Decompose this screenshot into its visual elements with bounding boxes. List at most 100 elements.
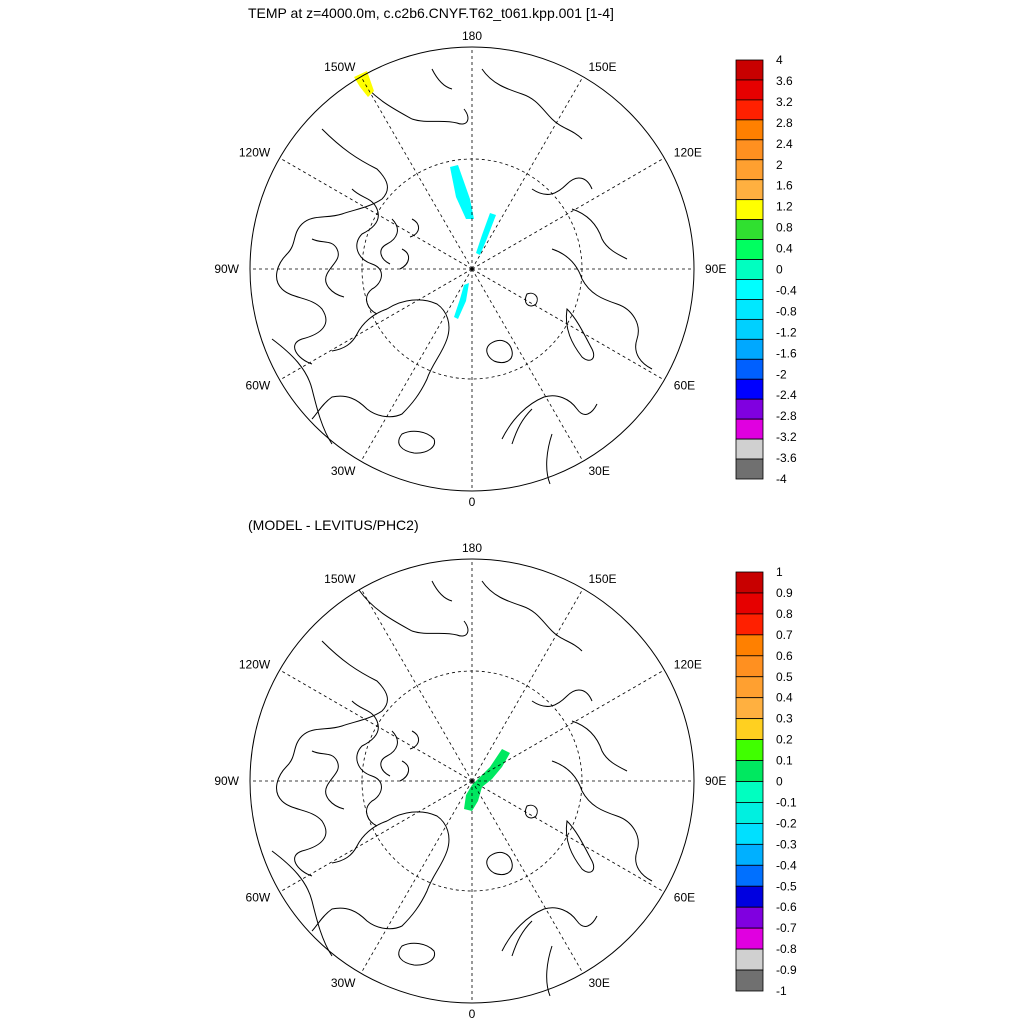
colorbar-label: -0.1 <box>776 796 797 810</box>
colorbar-label: -0.8 <box>776 942 797 956</box>
colorbar-swatch <box>735 219 764 240</box>
colorbar-swatch <box>735 279 764 300</box>
colorbar-swatch <box>735 318 764 340</box>
colorbar-swatch <box>735 99 764 121</box>
colorbar-label: -4 <box>776 472 787 486</box>
colorbar-label: -0.8 <box>776 304 797 318</box>
longitude-label: 30W <box>331 976 356 990</box>
colorbar-swatch <box>735 885 764 908</box>
top-anomalies <box>354 71 496 319</box>
colorbar-swatch <box>735 823 764 845</box>
top-panel-title: TEMP at z=4000.0m, c.c2b6.CNYF.T62_t061.… <box>248 5 614 21</box>
top-polar-map: 180 150E 120E 90E 60E 30E 0 30W 60W 90W 120W 150W <box>214 29 726 509</box>
colorbar-label: 3.2 <box>776 95 793 109</box>
colorbar-label: 0.8 <box>776 221 793 235</box>
meridian-line <box>471 268 665 381</box>
colorbar-label: -0.5 <box>776 879 797 893</box>
longitude-label: 60E <box>674 891 695 905</box>
colorbar-label: -0.2 <box>776 816 797 830</box>
colorbar-swatch <box>735 139 764 161</box>
colorbar-label: 0 <box>776 263 783 277</box>
colorbar-label: 2 <box>776 158 783 172</box>
longitude-label: 150E <box>589 572 617 586</box>
warm-streak-main <box>464 749 510 811</box>
colorbar-swatch <box>735 781 764 803</box>
meridian-line <box>471 669 665 782</box>
colorbar-swatch <box>735 739 764 761</box>
bottom-colorbar: 1 0.9 0.8 0.7 0.6 0.5 0.4 0.3 0.2 0.1 0 -0.1 -0.2 -0.… <box>735 565 797 998</box>
top-coastlines <box>271 68 653 485</box>
colorbar-swatch <box>735 259 764 280</box>
longitude-label: 0 <box>469 495 476 509</box>
colorbar-label: -3.2 <box>776 430 797 444</box>
meridian-line <box>471 780 665 893</box>
longitude-label: 120W <box>239 658 271 672</box>
meridian-line <box>360 268 473 462</box>
colorbar-swatch <box>735 199 764 221</box>
colorbar-swatch <box>735 718 764 741</box>
bottom-polar-map: 180 150E 120E 90E 60E 30E 0 30W 60W 90W 120W 150W <box>214 541 726 1021</box>
colorbar-label: 0.6 <box>776 649 793 663</box>
colorbar-swatch <box>735 969 764 992</box>
colorbar-swatch <box>735 676 764 699</box>
colorbar-label: 0.4 <box>776 242 793 256</box>
meridian-line <box>279 669 473 782</box>
colorbar-swatch <box>735 634 764 657</box>
cold-streak-1 <box>450 165 474 219</box>
colorbar-label: -3.6 <box>776 451 797 465</box>
colorbar-swatch <box>735 948 764 971</box>
meridian-line <box>471 780 584 974</box>
colorbar-label: 1.6 <box>776 179 793 193</box>
colorbar-swatch <box>735 398 764 420</box>
colorbar-label: 2.8 <box>776 116 793 130</box>
longitude-label: 90E <box>705 774 726 788</box>
colorbar-label: -0.4 <box>776 283 797 297</box>
longitude-label: 120W <box>239 146 271 160</box>
colorbar-label: -0.9 <box>776 963 797 977</box>
top-map-boundary <box>249 46 695 492</box>
colorbar-swatch <box>735 843 764 866</box>
colorbar-label: -0.6 <box>776 900 797 914</box>
colorbar-swatch <box>735 613 764 636</box>
colorbar-label: 0.5 <box>776 670 793 684</box>
colorbar-label: -2 <box>776 367 787 381</box>
bottom-map-boundary <box>249 558 695 1004</box>
colorbar-swatch <box>735 927 764 950</box>
colorbar-label: -1.2 <box>776 325 797 339</box>
bottom-longitude-labels: 180 150E 120E 90E 60E 30E 0 30W 60W 90W 120W 150W <box>214 541 726 1021</box>
colorbar-swatch <box>735 179 764 201</box>
colorbar-swatch <box>735 239 764 260</box>
bottom-panel: (MODEL - LEVITUS/PHC2) <box>214 517 797 1021</box>
meridian-line <box>471 588 584 782</box>
colorbar-label: 0.1 <box>776 754 793 768</box>
meridian-line <box>279 268 473 381</box>
colorbar-label: 0.9 <box>776 586 793 600</box>
colorbar-label: 0.8 <box>776 607 793 621</box>
meridian-line <box>360 588 473 782</box>
colorbar-swatch <box>735 159 764 181</box>
meridian-line <box>279 157 473 270</box>
colorbar-swatch <box>735 571 764 594</box>
meridian-line <box>360 76 473 270</box>
longitude-label: 60E <box>674 379 695 393</box>
longitude-label: 30E <box>589 464 610 478</box>
longitude-label: 180 <box>462 541 482 555</box>
colorbar-label: 1.2 <box>776 200 793 214</box>
longitude-label: 120E <box>674 658 702 672</box>
colorbar-label: 0 <box>776 775 783 789</box>
top-panel: TEMP at z=4000.0m, c.c2b6.CNYF.T62_t061.… <box>214 5 797 509</box>
bottom-coastlines <box>271 580 653 997</box>
meridian-line <box>471 268 584 462</box>
colorbar-label: -0.3 <box>776 837 797 851</box>
colorbar-label: -1.6 <box>776 346 797 360</box>
colorbar-label: 0.3 <box>776 712 793 726</box>
colorbar-swatch <box>735 418 764 440</box>
longitude-label: 90W <box>214 262 239 276</box>
colorbar-label: 3.6 <box>776 74 793 88</box>
longitude-label: 60W <box>246 891 271 905</box>
longitude-label: 120E <box>674 146 702 160</box>
longitude-label: 30W <box>331 464 356 478</box>
longitude-label: 90E <box>705 262 726 276</box>
colorbar-swatch <box>735 299 764 320</box>
colorbar-label: -2.4 <box>776 388 797 402</box>
